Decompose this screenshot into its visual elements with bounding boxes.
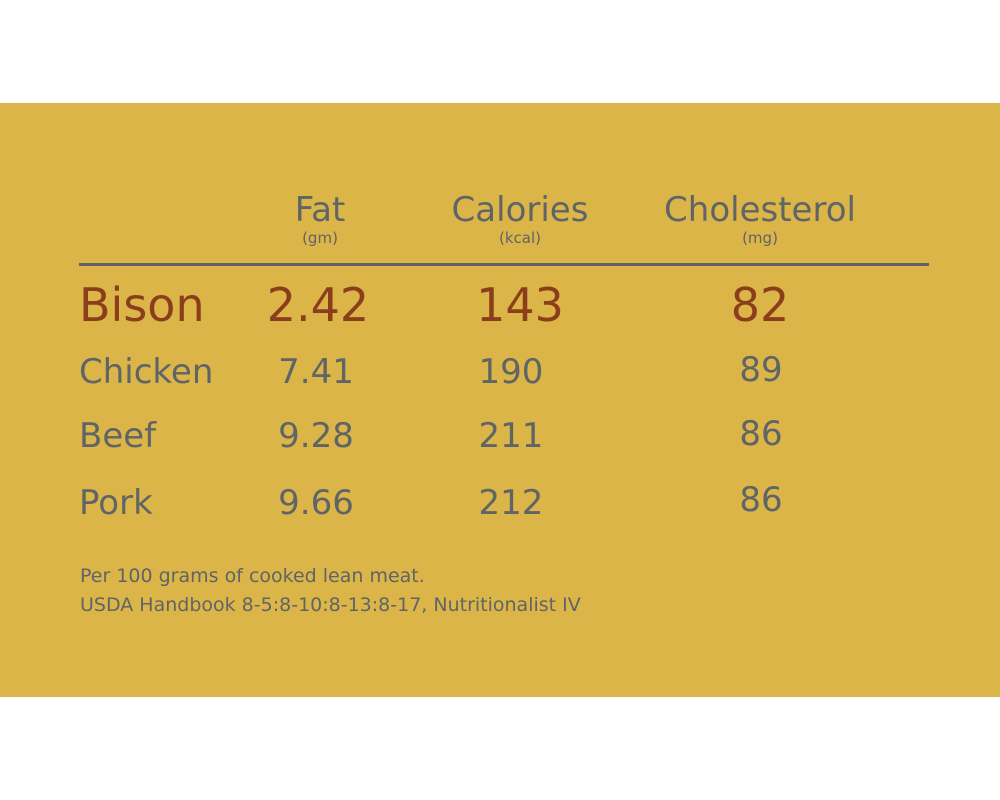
cell-beef-fat: 9.28 (278, 416, 354, 456)
cell-chicken-calories: 190 (478, 352, 544, 392)
row-label-chicken: Chicken (79, 352, 214, 392)
column-header-unit: (mg) (742, 229, 778, 247)
column-header-name: Calories (451, 190, 589, 230)
cell-bison-fat: 2.42 (266, 278, 370, 332)
column-header-fat: Fat (gm) (200, 191, 440, 247)
cell-pork-fat: 9.66 (278, 483, 354, 523)
column-header-unit: (kcal) (499, 229, 541, 247)
cell-bison-calories: 143 (476, 278, 564, 332)
footnote-serving: Per 100 grams of cooked lean meat. (80, 565, 425, 587)
column-header-name: Fat (294, 190, 346, 230)
row-label-pork: Pork (79, 483, 153, 523)
column-header-name: Cholesterol (664, 190, 856, 230)
column-header-unit: (gm) (302, 229, 338, 247)
nutrition-table: Fat (gm) Calories (kcal) Cholesterol (mg… (0, 103, 1000, 697)
header-divider (79, 263, 929, 266)
cell-chicken-fat: 7.41 (278, 352, 354, 392)
cell-pork-cholesterol: 86 (739, 480, 783, 520)
row-label-beef: Beef (79, 416, 157, 456)
cell-chicken-cholesterol: 89 (739, 350, 783, 390)
cell-pork-calories: 212 (478, 483, 544, 523)
column-header-cholesterol: Cholesterol (mg) (640, 191, 880, 247)
footnote-source: USDA Handbook 8-5:8-10:8-13:8-17, Nutrit… (80, 594, 581, 616)
row-label-bison: Bison (79, 278, 205, 332)
cell-beef-cholesterol: 86 (739, 414, 783, 454)
cell-beef-calories: 211 (478, 416, 544, 456)
cell-bison-cholesterol: 82 (730, 278, 790, 332)
column-header-calories: Calories (kcal) (400, 191, 640, 247)
